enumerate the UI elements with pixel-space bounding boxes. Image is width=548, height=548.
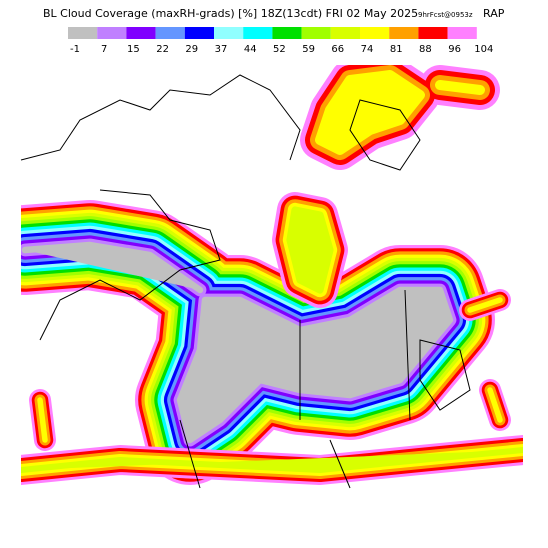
forecast-time: 9hrFcst@0953z — [418, 11, 473, 19]
color-swatch — [184, 27, 214, 39]
model-name: RAP — [483, 7, 505, 20]
colorbar-label: 7 — [101, 44, 107, 55]
map — [20, 65, 523, 489]
color-swatch — [418, 27, 448, 39]
boundaries — [20, 74, 471, 489]
color-swatch — [214, 27, 244, 39]
color-swatch — [360, 27, 390, 39]
color-swatch — [243, 27, 273, 39]
color-swatch — [330, 27, 360, 39]
color-swatch — [126, 27, 156, 39]
colorbar-label: 44 — [244, 44, 257, 55]
colorbar: -1 7 15 22 29 37 44 52 59 66 74 81 88 96 104 — [68, 27, 493, 55]
color-swatch — [155, 27, 185, 39]
colorbar-label: 15 — [127, 44, 140, 55]
cloud-contour — [286, 206, 334, 294]
color-swatch — [272, 27, 302, 39]
cloud-contour — [21, 447, 523, 473]
colorbar-label: 104 — [474, 44, 493, 55]
colorbar-label: 22 — [156, 44, 169, 55]
color-swatch — [447, 27, 477, 39]
colorbar-label: 59 — [302, 44, 315, 55]
cloud-contour — [315, 70, 485, 155]
colorbar-label: 29 — [185, 44, 198, 55]
cloud-contour — [21, 241, 454, 444]
colorbar-label: 74 — [361, 44, 374, 55]
title: BL Cloud Coverage (maxRH-grads) [%] 18Z(… — [43, 7, 418, 20]
colorbar-label: -1 — [70, 44, 80, 55]
colorbar-label: 96 — [448, 44, 461, 55]
colorbar-label: 66 — [331, 44, 344, 55]
colorbar-label: 88 — [419, 44, 432, 55]
colorbar-label: 52 — [273, 44, 286, 55]
color-swatch — [97, 27, 127, 39]
colorbar-label: 37 — [215, 44, 228, 55]
color-swatch — [389, 27, 419, 39]
cloud-contour — [37, 297, 503, 443]
colorbar-label: 81 — [390, 44, 403, 55]
color-swatch — [68, 27, 98, 39]
color-swatch — [301, 27, 331, 39]
